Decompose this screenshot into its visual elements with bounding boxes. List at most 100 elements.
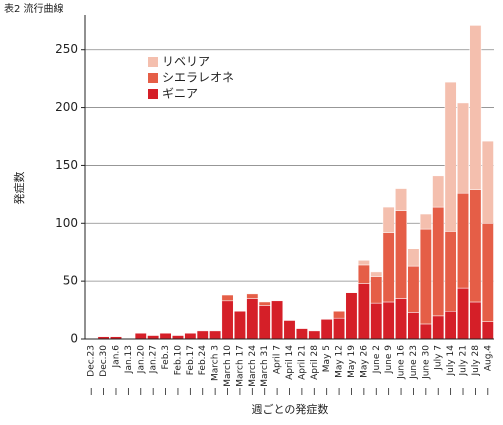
x-tick-label: May 12 (335, 345, 345, 378)
x-tick-label: June 9 (384, 345, 394, 374)
x-tick-label: April 21 (297, 345, 307, 380)
x-tick-label: Jan.27 (149, 345, 159, 374)
bar-segment (407, 248, 420, 267)
bar-segment (481, 321, 494, 340)
bar-segment (481, 140, 494, 224)
bar-segment (320, 319, 333, 340)
x-tick-label: June 2 (372, 345, 382, 374)
bar-segment (184, 332, 197, 340)
bar-segment (457, 102, 469, 194)
bar-segment (308, 330, 321, 340)
bar-segment (134, 332, 147, 340)
x-tick-label: June 16 (397, 345, 407, 380)
bar-segment (469, 25, 482, 190)
x-tick-label: Feb.24 (198, 345, 208, 376)
x-tick-label: Aug.4 (483, 345, 493, 371)
bar-segment (419, 228, 432, 325)
bar-segment (333, 310, 346, 319)
legend-label: シエラレオネ (162, 71, 234, 85)
x-tick-label: July 14 (446, 345, 456, 377)
x-tick-label: May 19 (347, 345, 357, 378)
x-tick-label: June 23 (409, 345, 419, 380)
bar-segment (333, 317, 346, 340)
bar-segment (221, 300, 234, 340)
x-tick-label: March 10 (223, 345, 233, 387)
legend-swatch (148, 73, 158, 83)
bar-segment (283, 320, 296, 340)
x-tick-label: Jan.6 (111, 345, 121, 369)
x-tick-label: April 7 (273, 345, 283, 374)
bar-segment (370, 276, 383, 304)
bar-segment (357, 260, 370, 266)
x-tick-label: April 28 (310, 345, 320, 380)
bar-segment (246, 293, 259, 299)
x-tick-label: Feb.10 (173, 345, 183, 376)
bar-segment (481, 223, 494, 322)
bar-segment (407, 312, 420, 340)
bar-segment (407, 265, 420, 313)
x-tick-label: March 3 (211, 345, 221, 381)
bar-segment (395, 188, 407, 211)
y-tick-label: 150 (55, 158, 78, 172)
bar-segment (147, 335, 160, 340)
x-tick-label: Feb.3 (161, 345, 171, 370)
y-tick-label: 250 (55, 42, 78, 56)
bar-segment (432, 315, 445, 340)
bar-segment (221, 294, 234, 302)
bar-segment (370, 302, 383, 340)
x-tick-label: Jan.20 (136, 345, 146, 374)
bar-segment (457, 192, 469, 289)
bar-segment (196, 330, 209, 340)
x-tick-label: Jan.13 (124, 345, 134, 374)
bar-segment (357, 283, 370, 340)
x-tick-label: July 28 (471, 345, 481, 377)
x-tick-label: June 30 (421, 345, 431, 380)
bar-segment (395, 298, 407, 340)
chart-title: 表2 流行曲線 (4, 2, 64, 15)
bar-segment (469, 301, 482, 340)
y-tick-label: 0 (70, 332, 78, 346)
bar-segment (419, 323, 432, 340)
bar-segment (209, 330, 222, 340)
bar-segment (233, 310, 246, 340)
y-tick-label: 200 (55, 100, 78, 114)
x-tick-label: April 14 (285, 345, 295, 380)
bar-segment (444, 81, 457, 232)
legend-swatch (148, 57, 158, 67)
x-tick-label: Dec.23 (87, 345, 97, 377)
bar-segment (444, 231, 457, 312)
x-tick-label: May 5 (322, 345, 332, 372)
bar-segment (382, 301, 395, 340)
bar-segment (258, 305, 271, 340)
y-tick-label: 100 (55, 216, 78, 230)
bar-segment (172, 335, 184, 340)
bar-segment (419, 213, 432, 230)
x-tick-label: May 26 (359, 345, 369, 378)
x-tick-label: July 7 (434, 345, 444, 371)
bar-segment (345, 292, 358, 340)
y-tick-label: 50 (63, 274, 78, 288)
bar-segment (444, 310, 457, 340)
bar-segment (258, 301, 271, 306)
legend-label: リベリア (162, 55, 210, 69)
x-tick-label: Dec.30 (99, 345, 109, 377)
bar-segment (469, 189, 482, 303)
bar-segment (159, 332, 172, 340)
bar-segment (432, 175, 445, 208)
x-tick-label: March 24 (248, 345, 258, 387)
bar-segment (271, 300, 284, 340)
x-tick-label: March 17 (235, 345, 245, 387)
x-tick-label: March 31 (260, 345, 270, 387)
bar-segment (432, 206, 445, 317)
legend-label: ギニア (162, 87, 198, 101)
legend-swatch (148, 89, 158, 99)
x-tick-label: July 21 (459, 345, 469, 377)
y-axis-label: 発症数 (12, 172, 26, 205)
x-tick-label: Feb.17 (186, 345, 196, 375)
bar-segment (246, 298, 259, 340)
bar-segment (457, 287, 469, 340)
bar-segment (382, 232, 395, 303)
bar-segment (395, 210, 407, 299)
x-axis-label: 週ごとの発症数 (252, 402, 329, 416)
